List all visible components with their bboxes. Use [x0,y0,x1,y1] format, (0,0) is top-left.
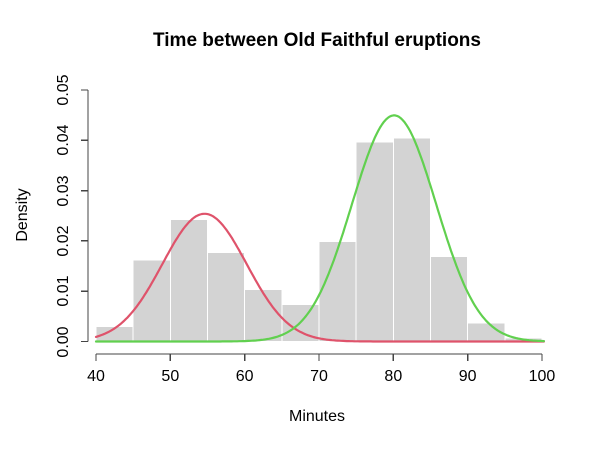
y-tick-label: 0.03 [55,175,72,207]
y-tick-label: 0.01 [55,275,72,307]
histogram-bar [430,255,469,342]
x-tick-label: 80 [384,368,403,385]
x-tick-label: 100 [528,368,556,385]
density-curve-2 [94,114,545,343]
y-tick-label: 0.02 [55,225,72,257]
y-tick-label: 0.05 [55,74,72,106]
x-tick-label: 60 [235,368,254,385]
x-tick-label: 50 [161,368,180,385]
x-tick-label: 90 [458,368,477,385]
y-tick-label: 0.00 [55,325,72,358]
x-tick-label: 70 [310,368,328,385]
histogram-bar [169,219,209,342]
x-tick-label: 40 [87,368,105,385]
y-axis-label: Density [14,188,31,242]
histogram-bar [207,252,246,342]
y-tick-label: 0.04 [55,124,72,156]
histogram-bar [392,137,431,342]
density-curve-1 [94,212,545,343]
histogram-bar [318,241,357,342]
histogram-bar [355,141,394,342]
histogram-bar [244,289,283,343]
histogram-bar [132,259,171,343]
x-axis-label: Minutes [288,408,346,425]
plot-title: Time between Old Faithful eruptions [153,30,481,51]
